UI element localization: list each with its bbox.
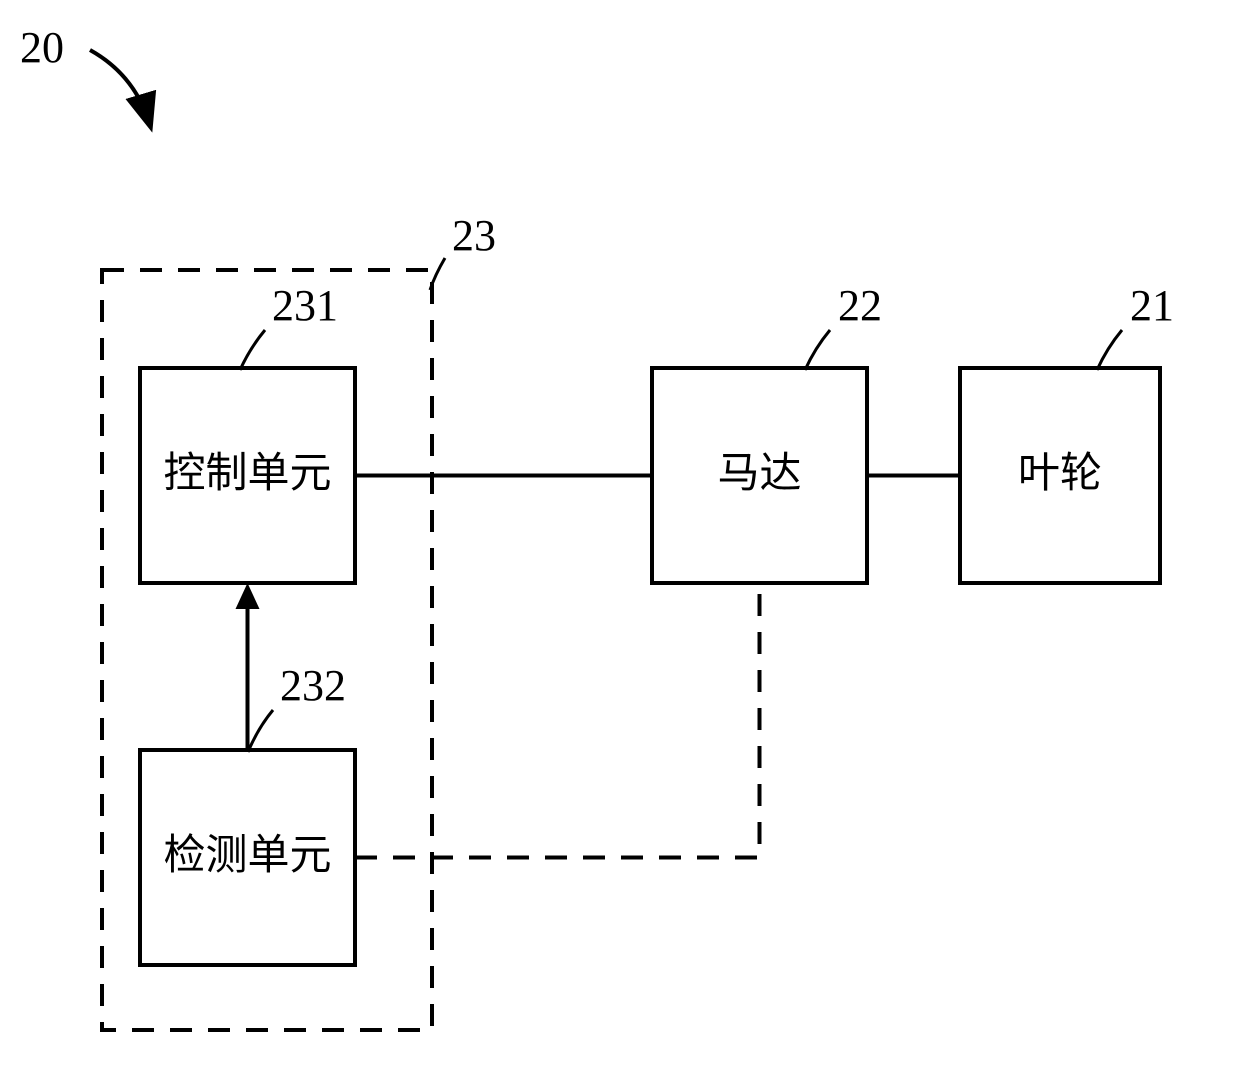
detect-label: 检测单元 bbox=[163, 832, 331, 879]
leader-detect bbox=[248, 710, 273, 752]
control-label: 控制单元 bbox=[163, 451, 331, 497]
conn-detect-motor bbox=[355, 583, 760, 858]
ref-label-control: 231 bbox=[272, 281, 338, 330]
impeller-label: 叶轮 bbox=[1018, 451, 1102, 497]
ref-label-impeller: 21 bbox=[1130, 281, 1174, 330]
leader-motor bbox=[805, 330, 830, 370]
block-diagram: 20 23 控制单元 231 检测单元 232 马达 22 叶轮 21 bbox=[0, 0, 1240, 1083]
ref-label-detect: 232 bbox=[280, 661, 346, 710]
ref-label-system: 20 bbox=[20, 23, 64, 72]
motor-label: 马达 bbox=[717, 451, 801, 497]
leader-container bbox=[430, 258, 445, 290]
ref-label-container: 23 bbox=[452, 211, 496, 260]
leader-impeller bbox=[1097, 330, 1122, 370]
arrow-detect-control bbox=[236, 583, 260, 609]
ref-label-motor: 22 bbox=[838, 281, 882, 330]
system-arrow bbox=[90, 50, 150, 125]
leader-control bbox=[240, 330, 265, 370]
